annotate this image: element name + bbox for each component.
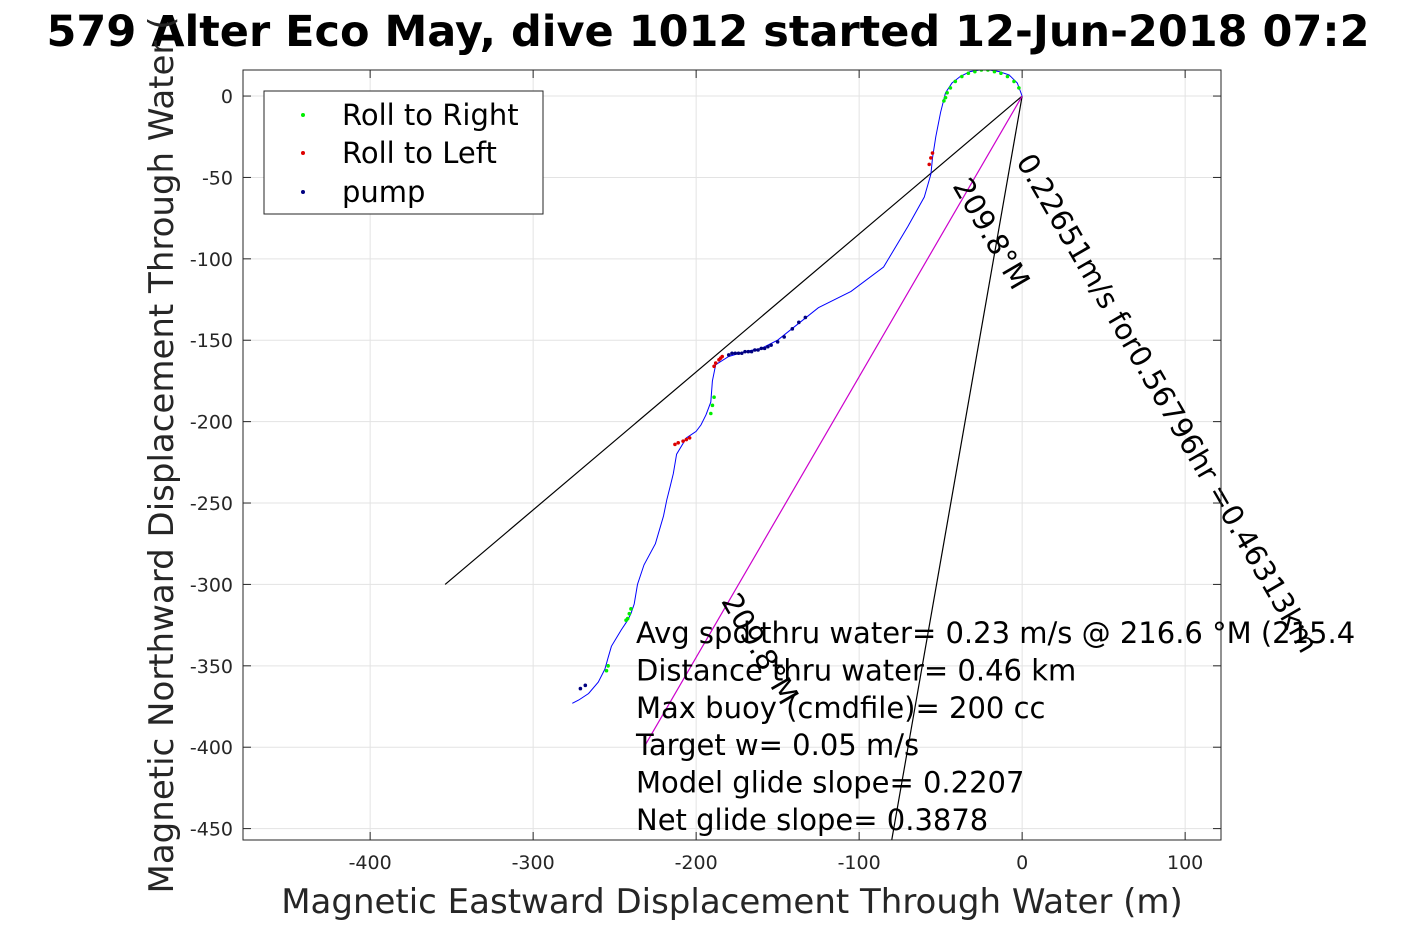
marker-roll-to-left [927, 162, 932, 167]
y-tick-label: -250 [190, 493, 233, 515]
legend-marker-pump [301, 190, 305, 194]
y-tick-label: 0 [221, 86, 233, 108]
marker-pump [782, 335, 786, 339]
marker-pump [803, 315, 808, 320]
marker-pump [746, 349, 751, 354]
marker-pump [753, 348, 757, 352]
marker-pump [756, 348, 760, 352]
marker-pump [578, 686, 583, 691]
marker-roll-to-right [992, 70, 997, 74]
marker-roll-to-left [681, 439, 685, 443]
marker-roll-to-left [713, 361, 718, 365]
marker-pump [743, 349, 747, 354]
legend-marker-roll-right [301, 113, 305, 117]
marker-roll-to-right [604, 668, 609, 673]
x-axis-label: Magnetic Eastward Displacement Through W… [281, 882, 1183, 922]
marker-roll-to-right [999, 71, 1003, 76]
marker-roll-to-left [676, 440, 681, 445]
reference-line-a [444, 95, 1023, 585]
marker-roll-to-right [629, 607, 633, 611]
annotation-line: Target w= 0.05 m/s [635, 728, 919, 762]
marker-roll-to-left [712, 364, 716, 369]
marker-roll-to-left [673, 442, 677, 447]
reference-line-c [643, 95, 1023, 748]
marker-pump [730, 351, 734, 356]
marker-roll-to-right [953, 79, 958, 84]
marker-roll-to-right [627, 611, 632, 616]
plot-frame [242, 69, 1222, 841]
marker-pump [583, 683, 588, 688]
marker-roll-to-left [684, 437, 689, 442]
annotation-line: Max buoy (cmdfile)= 200 cc [636, 691, 1045, 725]
marker-roll-to-right [606, 664, 610, 668]
x-tick-label: 0 [1016, 852, 1028, 874]
marker-roll-to-right [1017, 86, 1021, 90]
x-tick-label: -100 [838, 852, 881, 874]
annotation-line: Avg spd thru water= 0.23 m/s @ 216.6 °M … [636, 616, 1355, 650]
marker-roll-to-left [717, 357, 721, 362]
marker-roll-to-right [1005, 74, 1010, 79]
y-tick-label: -400 [190, 737, 233, 759]
marker-pump [759, 346, 764, 351]
marker-roll-to-right [945, 90, 949, 95]
annotation-line: Distance thru water= 0.46 km [636, 653, 1076, 687]
marker-roll-to-right [709, 411, 713, 416]
y-tick-label: -300 [190, 574, 233, 596]
marker-pump [790, 327, 795, 331]
chart-title: 579 Alter Eco May, dive 1012 started 12-… [46, 7, 1369, 57]
marker-roll-to-right [942, 99, 946, 103]
reference-lines [444, 95, 1023, 840]
annotations: Avg spd thru water= 0.23 m/s @ 216.6 °M … [635, 616, 1355, 837]
x-tick-label: -400 [349, 852, 392, 874]
x-tick-label: -300 [512, 852, 555, 874]
legend-label-pump: pump [342, 175, 425, 209]
legend-box [263, 90, 544, 215]
reference-line-b [891, 95, 1023, 840]
marker-roll-to-right [624, 618, 628, 623]
marker-roll-to-right [1012, 79, 1016, 84]
marker-roll-to-right [948, 86, 953, 90]
y-axis-label: Magnetic Northward Displacement Through … [142, 17, 182, 894]
marker-roll-to-left [930, 151, 935, 155]
marker-pump [736, 351, 741, 356]
marker-roll-to-left [687, 436, 692, 440]
legend-label-roll-left: Roll to Left [342, 136, 497, 170]
marker-pump [749, 349, 754, 354]
marker-pump [762, 346, 767, 351]
marker-roll-to-right [960, 74, 964, 79]
x-tick-label: 100 [1167, 852, 1203, 874]
y-tick-label: -350 [190, 656, 233, 678]
marker-pump [733, 351, 738, 356]
marker-pump [797, 320, 801, 325]
legend: Roll to Right Roll to Left pump [263, 90, 544, 215]
marker-pump [739, 351, 744, 356]
y-tick-label: -50 [202, 167, 233, 189]
marker-pump [726, 353, 731, 357]
y-tick-label: -100 [190, 249, 233, 271]
marker-roll-to-right [966, 71, 971, 76]
y-tick-label: -450 [190, 819, 233, 841]
marker-pump [775, 340, 780, 344]
marker-roll-to-right [710, 403, 715, 408]
marker-roll-to-right [973, 70, 977, 74]
annotation-line: Net glide slope= 0.3878 [636, 803, 988, 837]
legend-marker-roll-left [301, 151, 305, 155]
y-tick-label: -200 [190, 412, 233, 434]
marker-roll-to-right [943, 95, 948, 100]
legend-label-roll-right: Roll to Right [342, 98, 519, 132]
ticks: -400 -300 -200 -100 0 100 0 -50 -100 -150 -200 -250… [190, 70, 1221, 874]
marker-pump [766, 344, 770, 349]
marker-pump [769, 343, 773, 347]
markers [578, 70, 1021, 691]
marker-roll-to-left [929, 156, 933, 160]
annotation-line: Model glide slope= 0.2207 [636, 766, 1024, 800]
x-tick-label: -200 [675, 852, 718, 874]
y-tick-label: -150 [190, 330, 233, 352]
marker-roll-to-right [712, 395, 716, 400]
